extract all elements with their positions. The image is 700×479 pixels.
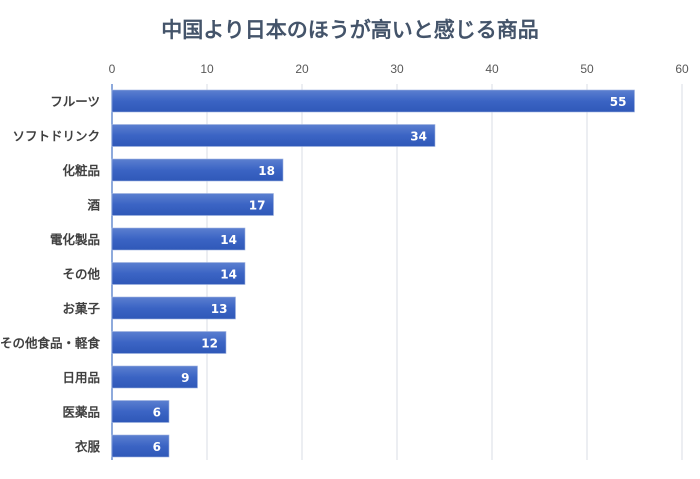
bar [111,400,170,423]
bar [111,124,436,147]
data-label: 12 [201,337,218,351]
x-tick-label: 30 [390,62,404,76]
data-label: 17 [249,199,266,213]
bar [111,193,274,216]
data-label: 14 [220,268,237,282]
bar [111,158,284,182]
bar [111,262,246,285]
data-label: 6 [153,406,161,420]
x-tick-label: 0 [109,62,116,76]
category-label: 化粧品 [62,163,100,178]
data-label: 34 [410,130,427,144]
category-label: 衣服 [75,439,101,454]
category-label: 酒 [87,198,100,213]
data-label: 6 [153,440,161,454]
x-tick-label: 40 [485,62,499,76]
category-label: その他食品・軽食 [0,336,100,351]
category-label: お菓子 [62,301,100,316]
category-label: 日用品 [62,370,100,385]
category-label: 医薬品 [62,405,100,420]
bar [111,227,246,251]
chart-title: 中国より日本のほうが高いと感じる商品 [161,18,539,42]
data-label: 55 [610,95,627,109]
data-label: 13 [211,302,228,316]
category-label: 電化製品 [50,232,100,247]
data-label: 18 [258,164,275,178]
bar [111,365,198,389]
bar [111,331,227,354]
x-tick-label: 60 [675,62,689,76]
x-tick-label: 20 [295,62,309,76]
x-tick-label: 10 [200,62,214,76]
data-label: 9 [181,371,189,385]
category-label: フルーツ [50,94,100,109]
data-label: 14 [220,233,237,247]
bar [111,434,170,458]
category-label: ソフトドリンク [12,129,100,144]
bar [111,296,236,320]
category-label: その他 [62,267,100,282]
bar [111,89,635,113]
x-tick-label: 50 [580,62,594,76]
